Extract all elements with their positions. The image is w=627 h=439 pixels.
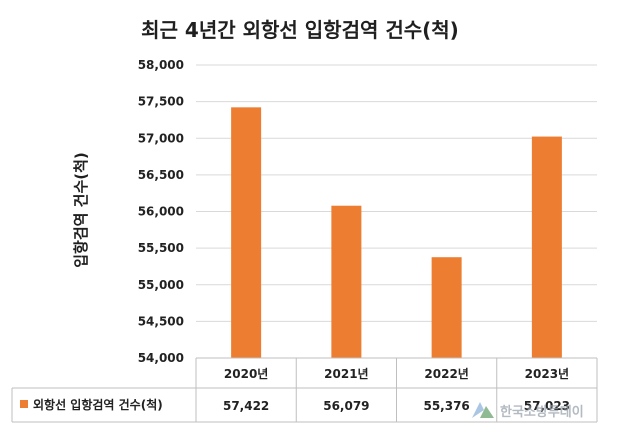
watermark: 한국소방투데이	[470, 398, 620, 422]
legend-label: 외항선 입항검역 건수(척)	[33, 397, 163, 412]
x-tick-label: 2022년	[424, 367, 468, 381]
gridlines	[196, 64, 597, 359]
bar	[331, 205, 362, 358]
data-table: 2020년 57,422 2021년 56,079 2022년 55,376 2023년 57…	[11, 357, 598, 423]
y-axis-label: 입항검역 건수(척)	[72, 152, 90, 268]
y-tick-label: 57,500	[138, 95, 184, 109]
y-tick-label: 56,500	[138, 168, 184, 182]
y-tick-label: 54,000	[138, 351, 184, 365]
y-tick-labels: 54,000 54,500 55,000 55,500 56,000 56,500 57,0…	[138, 58, 184, 365]
y-tick-label: 55,000	[138, 278, 184, 292]
bars	[231, 107, 562, 358]
y-tick-label: 58,000	[138, 58, 184, 72]
data-label: 57,023	[524, 399, 570, 413]
data-label: 57,422	[223, 399, 269, 413]
y-tick-label: 55,500	[138, 241, 184, 255]
bar	[531, 136, 562, 358]
bar	[231, 107, 262, 358]
legend-swatch	[20, 400, 28, 408]
x-tick-label: 2023년	[525, 367, 569, 381]
chart-title: 최근 4년간 외항선 입항검역 건수(척)	[141, 18, 459, 42]
y-tick-label: 57,000	[138, 131, 184, 145]
data-label: 55,376	[423, 399, 469, 413]
watermark-text: 한국소방투데이	[500, 404, 584, 420]
data-label: 56,079	[323, 399, 369, 413]
x-tick-label: 2020년	[224, 367, 268, 381]
y-tick-label: 56,000	[138, 205, 184, 219]
x-tick-label: 2021년	[324, 367, 368, 381]
logo-mark-icon	[472, 402, 494, 418]
bar	[431, 257, 462, 358]
y-tick-label: 54,500	[138, 314, 184, 328]
